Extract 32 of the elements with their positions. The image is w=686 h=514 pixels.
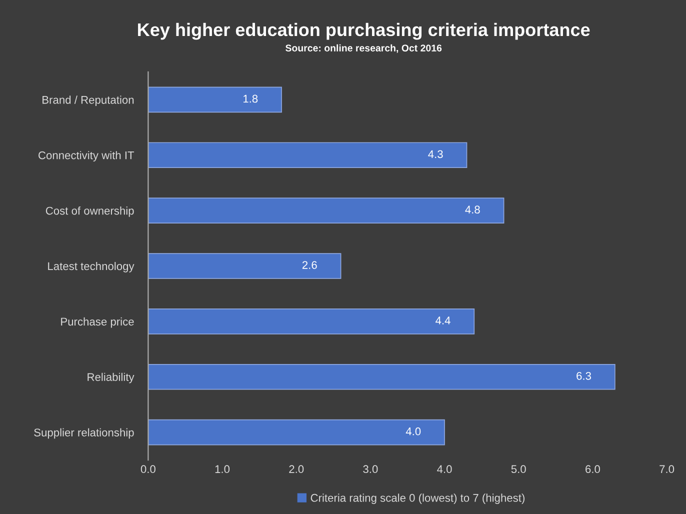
x-tick-label: 3.0 <box>363 465 378 474</box>
x-tick-label: 0.0 <box>140 465 156 474</box>
x-tick-label: 5.0 <box>511 465 526 474</box>
bar <box>148 419 445 446</box>
y-tick-label: Latest technology <box>48 262 134 272</box>
data-label: 4.8 <box>465 206 480 214</box>
bar <box>148 253 342 279</box>
y-tick-label: Cost of ownership <box>46 206 134 217</box>
y-tick-label: Supplier relationship <box>34 428 134 439</box>
chart-title: Key higher education purchasing criteria importance <box>138 22 590 40</box>
x-tick-label: 6.0 <box>586 465 600 474</box>
data-label: 2.6 <box>302 261 317 269</box>
y-tick-label: Brand / Reputation <box>42 96 134 106</box>
data-label: 4.4 <box>436 316 450 324</box>
y-tick-label: Purchase price <box>61 317 134 328</box>
x-tick-label: 2.0 <box>289 465 304 474</box>
chart-subtitle: Source: online research, Oct 2016 <box>286 44 442 53</box>
bar <box>148 142 468 168</box>
data-label: 6.3 <box>576 372 591 380</box>
data-label: 1.8 <box>243 94 258 103</box>
bar <box>148 308 475 334</box>
x-tick-label: 7.0 <box>660 465 674 474</box>
y-tick-label: Reliability <box>88 372 134 384</box>
x-tick-label: 4.0 <box>437 465 452 474</box>
x-tick-label: 1.0 <box>215 465 230 474</box>
legend-label: Criteria rating scale 0 (lowest) to 7 (highest) <box>310 494 524 504</box>
y-tick-label: Connectivity with IT <box>38 151 134 162</box>
bar <box>148 86 282 113</box>
bar <box>148 364 616 390</box>
data-label: 4.0 <box>406 427 421 436</box>
data-label: 4.3 <box>428 150 443 158</box>
bar <box>148 198 504 224</box>
